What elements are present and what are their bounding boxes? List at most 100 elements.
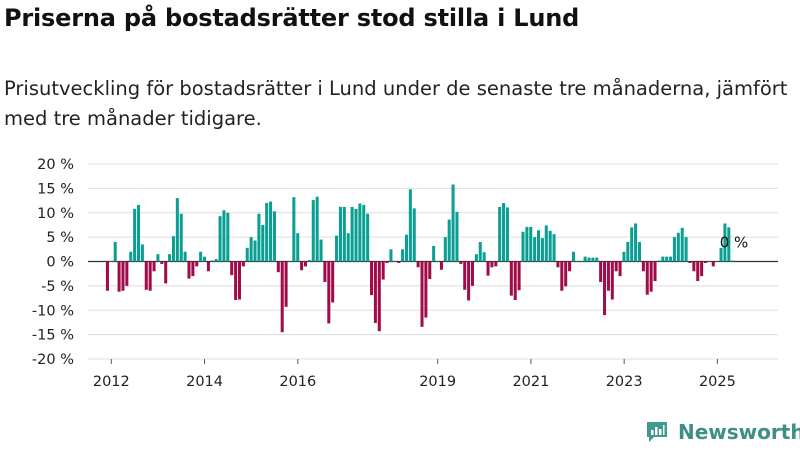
- bar: [432, 245, 436, 262]
- y-tick-label: -5 %: [41, 279, 74, 295]
- bar: [276, 261, 280, 273]
- bar: [579, 261, 583, 262]
- bar: [665, 256, 669, 262]
- bar: [424, 261, 428, 318]
- x-tick-label: 2016: [279, 374, 316, 390]
- bar: [459, 261, 463, 264]
- bar: [265, 203, 269, 262]
- bar: [692, 261, 696, 272]
- bar: [564, 261, 568, 287]
- bar: [358, 203, 362, 262]
- bar: [261, 224, 265, 262]
- bar: [245, 247, 249, 262]
- bar: [529, 226, 533, 262]
- bar: [253, 240, 257, 262]
- bar: [560, 261, 564, 291]
- bar: [653, 261, 657, 281]
- bar: [447, 219, 451, 262]
- bar: [125, 261, 129, 286]
- bar: [727, 227, 731, 262]
- bar: [463, 261, 467, 290]
- bar: [443, 237, 447, 262]
- bar: [719, 247, 723, 262]
- bar: [626, 242, 630, 262]
- x-tick-label: 2025: [699, 374, 736, 390]
- bar: [478, 242, 482, 262]
- bar: [338, 206, 342, 262]
- y-tick-label: -10 %: [32, 303, 74, 319]
- bar: [634, 223, 638, 262]
- bar: [603, 261, 607, 316]
- bar: [537, 230, 541, 262]
- bar: [548, 230, 552, 262]
- bar: [203, 256, 207, 262]
- bar: [303, 261, 308, 267]
- bar: [513, 261, 517, 301]
- bar: [370, 261, 374, 296]
- bar: [412, 208, 416, 262]
- bar: [451, 184, 455, 262]
- bar: [117, 261, 121, 292]
- bar: [723, 223, 727, 262]
- bar: [416, 261, 420, 268]
- bar: [455, 211, 459, 262]
- bar: [614, 261, 618, 272]
- bar: [373, 261, 377, 323]
- bar: [234, 261, 238, 301]
- bar: [672, 237, 676, 262]
- bar: [133, 208, 137, 262]
- bar: [661, 256, 665, 262]
- bar: [622, 251, 626, 262]
- bar: [381, 261, 385, 280]
- x-tick-label: 2014: [186, 374, 223, 390]
- bar: [226, 212, 230, 262]
- bar: [703, 261, 708, 263]
- bar: [540, 238, 544, 262]
- bar: [552, 234, 556, 262]
- bar: [195, 261, 199, 267]
- bar: [171, 236, 175, 262]
- bar: [525, 226, 529, 262]
- last-value-label: 0 %: [720, 234, 749, 252]
- bar: [214, 259, 218, 262]
- bar: [498, 206, 502, 262]
- bar: [490, 261, 494, 268]
- bar: [315, 196, 319, 262]
- bar: [389, 249, 393, 262]
- bar: [397, 261, 401, 263]
- bar: [237, 261, 241, 300]
- bar: [591, 257, 595, 262]
- x-tick-label: 2021: [512, 374, 549, 390]
- bar: [649, 261, 653, 292]
- bar: [164, 261, 168, 284]
- bar: [595, 257, 599, 262]
- bar: [121, 261, 125, 291]
- bar: [222, 210, 226, 262]
- bar: [218, 216, 222, 262]
- bar: [109, 261, 113, 262]
- y-tick-label: 20 %: [37, 157, 74, 173]
- y-tick-label: -15 %: [32, 328, 74, 344]
- y-tick-label: 15 %: [37, 181, 74, 197]
- bar-series: [105, 184, 735, 333]
- bar: [350, 206, 354, 262]
- bar: [467, 261, 471, 301]
- bar: [637, 242, 642, 262]
- y-axis-ticks: 20 % 15 % 10 % 5 % 0 % -5 % -10 % -15 % -20 %: [32, 157, 74, 368]
- bar: [249, 237, 253, 262]
- bar: [206, 261, 210, 272]
- bar: [645, 261, 649, 295]
- bar: [641, 261, 645, 272]
- bar: [610, 261, 614, 300]
- bar: [428, 261, 432, 280]
- bar: [210, 260, 214, 262]
- brand-name: Newsworthy: [678, 420, 800, 444]
- bar: [327, 261, 331, 324]
- bar: [571, 251, 575, 262]
- bar: [657, 260, 661, 262]
- bar: [113, 242, 117, 262]
- bar: [230, 261, 234, 276]
- bar: [241, 261, 245, 267]
- bar: [296, 233, 300, 262]
